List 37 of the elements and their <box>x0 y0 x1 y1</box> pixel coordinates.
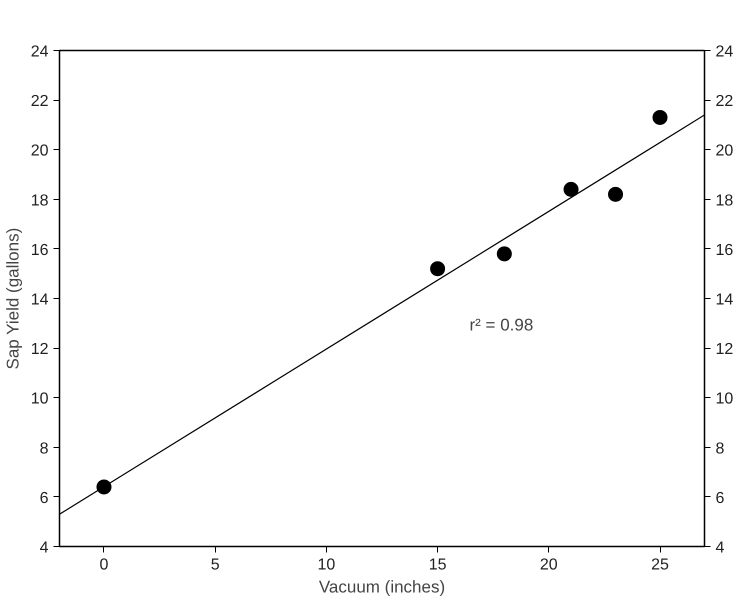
annotation: r² = 0.98 <box>470 316 534 334</box>
y-tick-label: 18 <box>30 192 49 210</box>
point <box>96 479 112 494</box>
x-tick-label: 0 <box>100 556 109 574</box>
y2-tick-label: 12 <box>716 341 734 358</box>
y-tick-label: 8 <box>40 440 49 458</box>
y-tick-label: 20 <box>30 142 49 160</box>
y2-tick-label: 6 <box>716 490 724 507</box>
y2-tick-label: 4 <box>716 540 724 556</box>
y-tick-label: 24 <box>30 44 49 60</box>
x-tick-label: 15 <box>428 556 447 574</box>
x-tick-label: 5 <box>210 556 220 574</box>
x-tick-label: 10 <box>318 556 336 574</box>
y-tick-label: 16 <box>30 242 49 259</box>
point <box>608 186 624 202</box>
x-axis-title: Vacuum (inches) <box>318 578 446 596</box>
point <box>652 110 668 125</box>
y-axis-title: Sap Yield (gallons) <box>4 228 23 370</box>
x-tick-label: 25 <box>651 556 670 574</box>
y-tick-label: 4 <box>40 540 49 556</box>
y-tick-label: 6 <box>40 490 49 507</box>
y2-tick-label: 8 <box>716 440 724 458</box>
x-tick-label: 20 <box>540 556 558 574</box>
point <box>430 261 446 276</box>
y2-tick-label: 22 <box>716 93 734 110</box>
y2-tick-label: 14 <box>716 292 734 308</box>
y-tick-label: 14 <box>30 292 49 308</box>
y2-tick-label: 10 <box>716 390 734 408</box>
y2-tick-label: 16 <box>716 242 734 259</box>
point <box>564 182 579 197</box>
y-tick-label: 10 <box>30 390 49 408</box>
point <box>496 246 512 262</box>
y-tick-label: 22 <box>30 93 49 110</box>
y2-tick-label: 24 <box>716 44 734 60</box>
y2-tick-label: 18 <box>716 192 734 210</box>
y-tick-label: 12 <box>30 341 49 358</box>
y2-tick-label: 20 <box>716 142 734 160</box>
